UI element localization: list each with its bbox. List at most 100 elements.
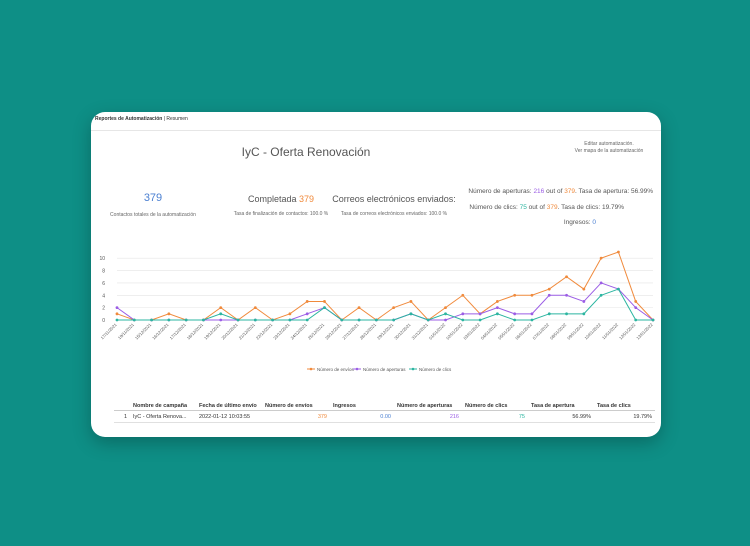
x-tick-label: 05/01/2022 bbox=[497, 322, 516, 341]
data-point bbox=[305, 300, 309, 303]
y-tick-label: 8 bbox=[102, 269, 105, 275]
x-tick-label: 17/12/2021 bbox=[169, 322, 188, 341]
report-card: Reportes de Automatización | Resumen IyC… bbox=[91, 112, 661, 437]
edit-links: Editar automatización. Ver mapa de la au… bbox=[559, 141, 659, 155]
data-point bbox=[444, 306, 447, 310]
data-point bbox=[132, 318, 136, 322]
data-point bbox=[513, 318, 517, 322]
data-point bbox=[357, 318, 361, 322]
data-point bbox=[219, 306, 223, 310]
x-tick-label: 16/12/2021 bbox=[151, 322, 170, 341]
x-tick-label: 09/01/2022 bbox=[566, 322, 585, 341]
completed-stat: Completada 379 Tasa de finalización de c… bbox=[211, 194, 351, 217]
column-header[interactable]: Número de aperturas bbox=[394, 401, 462, 411]
index-header bbox=[114, 401, 130, 411]
data-point bbox=[288, 318, 292, 322]
automation-map-link[interactable]: Ver mapa de la automatización bbox=[574, 148, 644, 154]
data-point bbox=[478, 312, 482, 316]
x-tick-label: 19/11/2021 bbox=[117, 322, 136, 341]
breadcrumb-section[interactable]: Reportes de Automatización bbox=[95, 116, 163, 122]
y-tick-label: 10 bbox=[99, 256, 105, 262]
data-point bbox=[253, 318, 257, 322]
click-rate: 19.79% bbox=[601, 204, 624, 211]
data-point bbox=[513, 312, 517, 316]
x-tick-label: 22/12/2021 bbox=[255, 322, 274, 341]
income-line: Ingresos: 0 bbox=[563, 219, 596, 226]
data-point bbox=[392, 318, 396, 322]
edit-automation-link[interactable]: Editar automatización. bbox=[584, 141, 634, 147]
data-point bbox=[617, 287, 620, 291]
data-point bbox=[599, 293, 603, 297]
x-tick-label: 08/01/2022 bbox=[549, 322, 568, 341]
open-rate: 56.99% bbox=[630, 188, 653, 195]
data-point bbox=[495, 306, 499, 310]
x-tick-label: 28/12/2021 bbox=[359, 322, 378, 341]
contacts-total: 379 bbox=[143, 192, 163, 204]
data-point bbox=[530, 293, 534, 297]
data-point bbox=[392, 306, 396, 310]
data-point bbox=[547, 287, 551, 291]
series-line bbox=[116, 251, 654, 321]
data-point bbox=[340, 318, 344, 322]
data-point bbox=[565, 293, 568, 297]
x-tick-label: 12/01/2022 bbox=[618, 322, 637, 341]
column-header[interactable]: Ingresos bbox=[330, 401, 394, 411]
data-point bbox=[651, 318, 655, 322]
data-point bbox=[495, 300, 499, 303]
data-point bbox=[167, 318, 171, 322]
campaign-name[interactable]: IyC - Oferta Renova... bbox=[130, 410, 196, 423]
data-point bbox=[236, 318, 240, 322]
last-send-date: 2022-01-12 10:03:55 bbox=[196, 410, 262, 423]
emails-stat: Correos electrónicos enviados: Tasa de c… bbox=[329, 194, 459, 217]
breadcrumb-current: Resumen bbox=[166, 116, 188, 122]
clicks-value: 75 bbox=[519, 204, 527, 211]
data-point bbox=[530, 318, 534, 322]
data-point bbox=[495, 312, 499, 316]
emails-rate-label: Tasa de correos electrónicos enviados: bbox=[340, 211, 428, 217]
x-tick-label: 23/12/2021 bbox=[272, 322, 291, 341]
data-point bbox=[219, 318, 223, 322]
column-header[interactable]: Tasa de clics bbox=[594, 401, 655, 411]
y-tick-label: 0 bbox=[102, 318, 105, 324]
column-header[interactable]: Número de clics bbox=[462, 401, 528, 411]
column-header[interactable]: Número de envíos bbox=[262, 401, 330, 411]
data-point bbox=[565, 275, 568, 279]
data-point bbox=[634, 306, 638, 310]
data-point bbox=[582, 300, 586, 303]
column-header[interactable]: Fecha de último envío bbox=[196, 401, 262, 411]
x-tick-label: 31/12/2021 bbox=[411, 322, 430, 341]
opens-count: 216 bbox=[394, 410, 462, 423]
series-line bbox=[116, 282, 654, 321]
data-point bbox=[409, 312, 413, 316]
data-point bbox=[305, 318, 309, 322]
data-point bbox=[634, 318, 638, 322]
data-point bbox=[271, 318, 275, 322]
emails-rate: 100.0 % bbox=[428, 211, 448, 217]
x-tick-label: 20/12/2021 bbox=[220, 322, 239, 341]
legend-label: Número de envíos bbox=[317, 367, 355, 372]
column-header[interactable]: Nombre de campaña bbox=[130, 401, 196, 411]
data-point bbox=[547, 293, 551, 297]
data-point bbox=[374, 318, 378, 322]
row-index: 1 bbox=[114, 410, 130, 423]
x-tick-label: 06/01/2022 bbox=[514, 322, 533, 341]
sends-count: 379 bbox=[262, 410, 330, 423]
x-tick-label: 01/01/2022 bbox=[428, 322, 447, 341]
contacts-label: Contactos totales de la automatización bbox=[110, 212, 196, 218]
data-point bbox=[323, 300, 326, 303]
legend-label: Número de aperturas bbox=[363, 367, 406, 372]
data-point bbox=[530, 312, 534, 316]
breadcrumb: Reportes de Automatización | Resumen bbox=[95, 116, 188, 122]
column-header[interactable]: Tasa de apertura bbox=[528, 401, 594, 411]
data-point bbox=[599, 281, 603, 285]
legend-label: Número de clics bbox=[419, 367, 452, 372]
table-row[interactable]: 1 IyC - Oferta Renova... 2022-01-12 10:0… bbox=[114, 410, 655, 423]
data-point bbox=[599, 256, 603, 260]
completed-label: Completada bbox=[247, 194, 297, 204]
x-tick-label: 21/12/2021 bbox=[238, 322, 257, 341]
data-point bbox=[219, 312, 223, 316]
table-header-row: Nombre de campaña Fecha de último envío … bbox=[114, 401, 655, 411]
y-tick-label: 4 bbox=[102, 293, 105, 299]
data-point bbox=[461, 293, 465, 297]
completion-rate: 100.0 % bbox=[309, 211, 329, 217]
